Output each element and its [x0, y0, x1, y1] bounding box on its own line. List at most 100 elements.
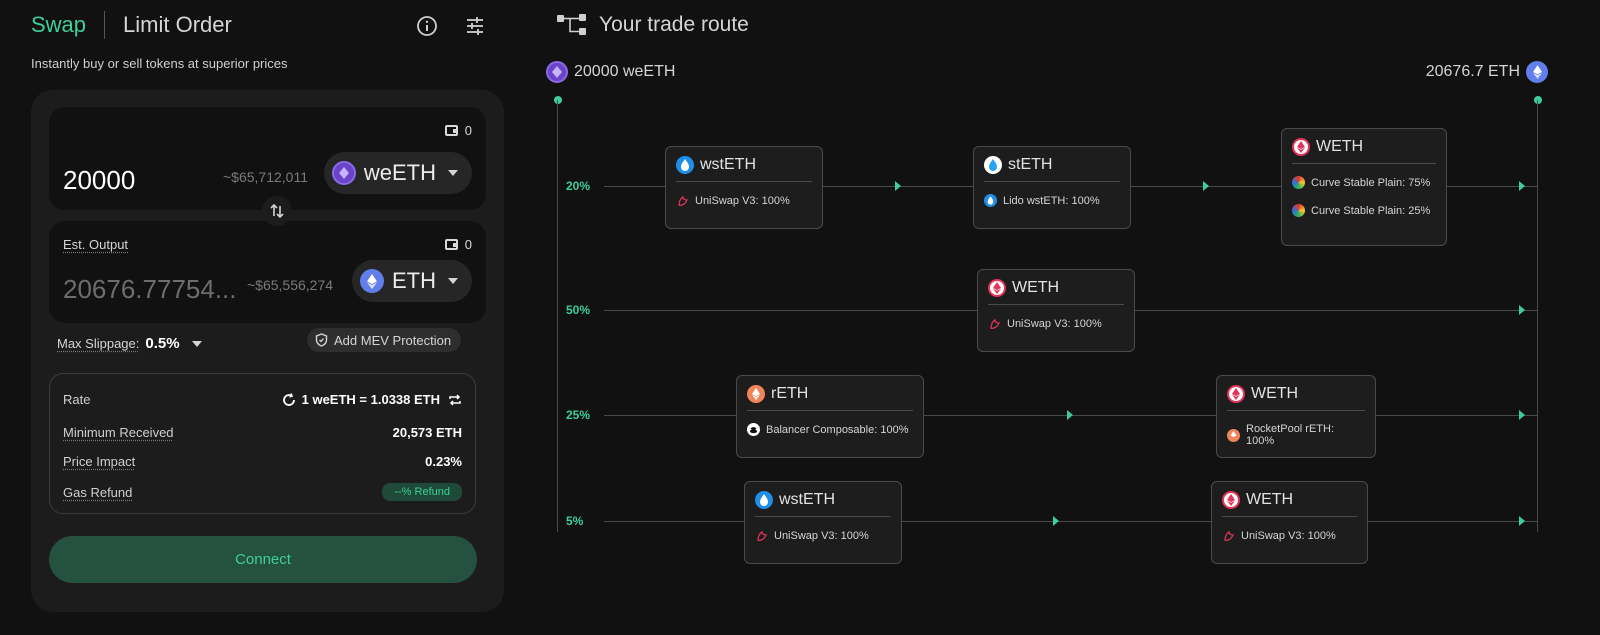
weth-icon	[988, 279, 1006, 297]
rate-value: 1 weETH = 1.0338 ETH	[301, 392, 440, 407]
route-icon	[557, 14, 586, 35]
page-subtitle: Instantly buy or sell tokens at superior…	[31, 56, 288, 71]
route-node-token: stETH	[1008, 156, 1053, 173]
refresh-icon	[282, 392, 295, 406]
route-destination: 20676.7 ETH	[1426, 61, 1548, 83]
route-node[interactable]: wstETH UniSwap V3: 100%	[744, 481, 902, 564]
weth-icon	[1222, 491, 1240, 509]
route-node[interactable]: WETH Curve Stable Plain: 75% Curve Stable …	[1281, 128, 1447, 246]
route-destination-amount: 20676.7 ETH	[1425, 63, 1520, 80]
route-node-header: rETH	[747, 385, 913, 411]
minimum-received-value: 20,573 ETH	[392, 425, 462, 440]
route-start-dot	[554, 96, 562, 104]
route-node-header: WETH	[1292, 138, 1436, 164]
add-mev-protection-button[interactable]: Add MEV Protection	[307, 328, 462, 352]
route-node-token: WETH	[1316, 138, 1364, 155]
output-token-selector[interactable]: ETH	[352, 260, 472, 302]
route-arrow-icon	[1519, 410, 1525, 420]
route-source-amount: 20000 weETH	[574, 63, 676, 80]
route-node-protocol-label: UniSwap V3: 100%	[1241, 529, 1336, 542]
route-node-header: WETH	[1227, 385, 1365, 411]
chevron-down-icon	[448, 278, 458, 284]
route-node-protocol-label: UniSwap V3: 100%	[1007, 317, 1102, 330]
route-node-header: WETH	[988, 279, 1124, 305]
input-balance-value: 0	[464, 123, 472, 138]
price-impact-row: Price Impact 0.23%	[63, 454, 462, 469]
weth-icon	[1292, 138, 1310, 156]
wsteth-icon	[755, 491, 773, 509]
settings-sliders-icon[interactable]	[463, 14, 487, 38]
rate-label: Rate	[63, 392, 91, 407]
route-source: 20000 weETH	[546, 61, 675, 83]
wsteth-icon	[676, 156, 694, 174]
uniswap-icon	[1222, 529, 1235, 542]
route-node-token: WETH	[1251, 385, 1299, 402]
tab-swap[interactable]: Swap	[31, 12, 87, 37]
curve-icon	[1292, 204, 1305, 217]
output-token-name: ETH	[392, 268, 436, 293]
route-path-percent: 20%	[566, 179, 591, 193]
connect-button[interactable]: Connect	[49, 536, 477, 583]
route-node[interactable]: rETH Balancer Composable: 100%	[736, 375, 924, 458]
route-node[interactable]: WETH RocketPool rETH: 100%	[1216, 375, 1376, 458]
input-balance: 0	[444, 123, 472, 138]
chevron-down-icon	[448, 170, 458, 176]
output-amount: 20676.77754...	[63, 274, 237, 304]
route-node-protocol: Balancer Composable: 100%	[747, 423, 913, 436]
input-token-name: weETH	[363, 160, 436, 185]
rocketpool-icon	[1227, 428, 1240, 442]
input-token-selector[interactable]: weETH	[323, 152, 472, 194]
route-node-protocol: UniSwap V3: 100%	[1222, 529, 1357, 542]
route-end-dot	[1534, 96, 1542, 104]
route-node-header: WETH	[1222, 491, 1357, 517]
uniswap-icon	[988, 317, 1001, 330]
route-arrow-icon	[1519, 181, 1525, 191]
route-header: Your trade route	[557, 13, 749, 37]
route-end-rail	[1537, 100, 1538, 532]
output-usd-value: ~$65,556,274	[247, 277, 334, 293]
info-icon[interactable]	[415, 14, 439, 38]
input-usd-value: ~$65,712,011	[223, 169, 308, 185]
minimum-received-row: Minimum Received 20,573 ETH	[63, 425, 462, 440]
route-node-token: WETH	[1246, 491, 1294, 508]
route-node[interactable]: WETH UniSwap V3: 100%	[1211, 481, 1368, 564]
route-arrow-icon	[1203, 181, 1209, 191]
output-balance-value: 0	[464, 237, 472, 252]
route-node[interactable]: stETH Lido wstETH: 100%	[973, 146, 1131, 229]
steth-icon	[984, 156, 1002, 174]
route-node-token: wstETH	[779, 491, 835, 508]
swap-direction-button[interactable]	[262, 196, 292, 226]
tab-limit-order[interactable]: Limit Order	[123, 12, 232, 37]
wallet-icon	[444, 239, 458, 250]
route-path-percent: 5%	[566, 514, 584, 528]
route-path-percent: 50%	[566, 303, 591, 317]
route-path-percent: 25%	[566, 408, 591, 422]
input-amount[interactable]: 20000	[63, 165, 136, 195]
route-node[interactable]: wstETH UniSwap V3: 100%	[665, 146, 823, 229]
route-node-token: wstETH	[700, 156, 756, 173]
swap-rate-icon	[449, 393, 461, 406]
route-path-line	[604, 521, 1537, 522]
route-arrow-icon	[1067, 410, 1073, 420]
route-arrow-icon	[1519, 516, 1525, 526]
lido-icon	[984, 194, 997, 207]
input-token-box: 0 20000 ~$65,712,011 weETH	[49, 107, 486, 210]
route-arrow-icon	[1519, 305, 1525, 315]
gas-refund-label: Gas Refund	[63, 484, 133, 500]
route-title: Your trade route	[599, 13, 749, 36]
route-node[interactable]: WETH UniSwap V3: 100%	[977, 269, 1135, 352]
route-node-protocol-label: RocketPool rETH: 100%	[1246, 423, 1335, 447]
reth-icon	[747, 385, 765, 403]
route-node-protocol-label: UniSwap V3: 100%	[695, 194, 790, 207]
gas-refund-badge: --% Refund	[382, 483, 462, 501]
route-node-token: rETH	[771, 385, 809, 402]
weeth-icon	[546, 61, 568, 83]
eth-icon	[360, 269, 384, 293]
route-node-protocol: UniSwap V3: 100%	[988, 317, 1124, 330]
route-node-header: stETH	[984, 156, 1120, 182]
route-node-protocol: Lido wstETH: 100%	[984, 194, 1120, 207]
max-slippage-selector[interactable]: Max Slippage: 0.5%	[57, 335, 202, 352]
route-node-protocol: Curve Stable Plain: 75%	[1292, 176, 1436, 189]
output-balance: 0	[444, 237, 472, 252]
route-node-protocol: UniSwap V3: 100%	[676, 194, 812, 207]
